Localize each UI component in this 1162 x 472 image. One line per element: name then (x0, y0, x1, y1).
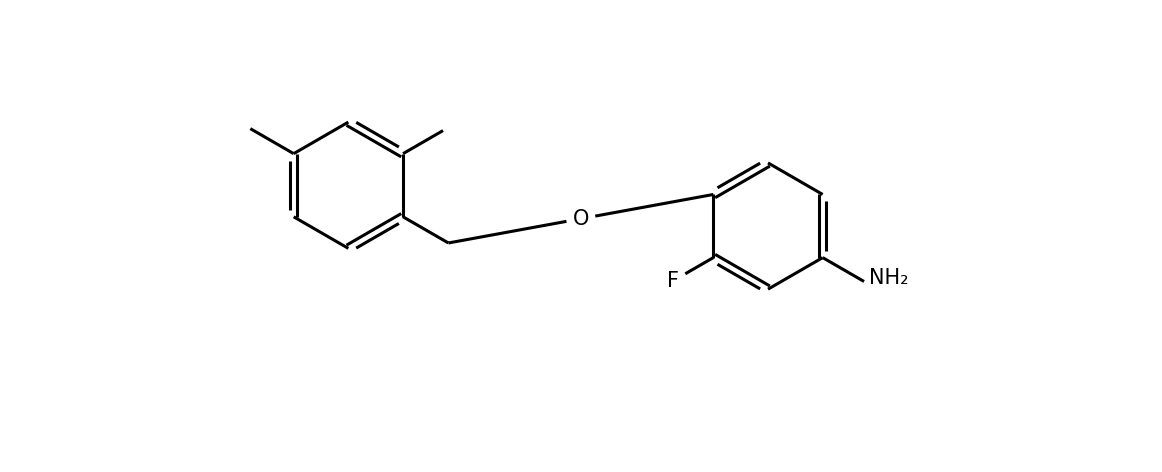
Text: NH₂: NH₂ (869, 269, 909, 288)
Text: O: O (573, 209, 589, 229)
Text: F: F (667, 271, 680, 291)
